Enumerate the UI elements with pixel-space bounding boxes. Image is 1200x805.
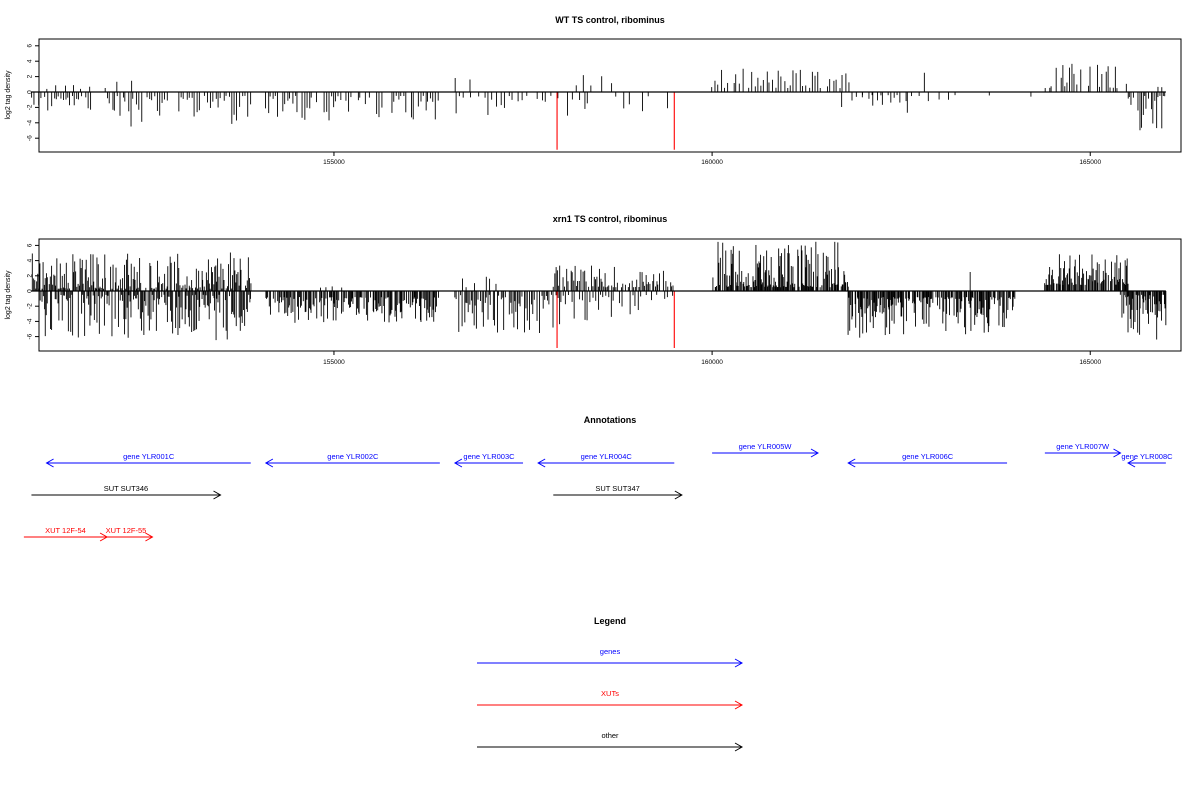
legend-section: Legend genes XUTs other xyxy=(477,616,744,752)
feature-label-gene-ylr003c: gene YLR003C xyxy=(463,452,515,461)
legend-title: Legend xyxy=(594,616,626,626)
xrn1-y-axis-label: log2 tag density xyxy=(5,270,12,320)
feature-label-gene-ylr008c: gene YLR008C xyxy=(1121,452,1173,461)
xrn1-y-tick-label: -4 xyxy=(27,318,34,324)
xrn1-y-tick-label: -2 xyxy=(27,303,34,309)
xrn1-y-tick-label: 0 xyxy=(27,289,34,293)
feature-label-gene-ylr007w: gene YLR007W xyxy=(1056,442,1110,451)
wt-track-panel: WT TS control, ribominus log2 tag densit… xyxy=(5,15,1182,166)
legend-label-xuts: XUTs xyxy=(601,689,619,698)
feature-arrow-gene-ylr006c xyxy=(847,458,1008,468)
wt-y-tick-label: 0 xyxy=(27,90,34,94)
wt-y-axis-label: log2 tag density xyxy=(5,70,12,120)
xrn1-x-tick-label: 160000 xyxy=(701,359,723,366)
legend-label-other: other xyxy=(601,731,619,740)
xrn1-track-title: xrn1 TS control, ribominus xyxy=(553,214,668,224)
legend-arrow-xuts xyxy=(477,700,744,710)
feature-label-xut-12f-54: XUT 12F-54 xyxy=(45,526,86,535)
feature-label-gene-ylr004c: gene YLR004C xyxy=(581,452,633,461)
feature-label-xut-12f-55: XUT 12F-55 xyxy=(106,526,147,535)
feature-arrow-xut-12f-55 xyxy=(99,532,154,542)
feature-label-sut-sut346: SUT SUT346 xyxy=(104,484,148,493)
annotation-features: gene YLR001C gene YLR002C gene YLR003C gene… xyxy=(23,442,1173,542)
wt-x-axis: 155000 160000 165000 xyxy=(323,152,1101,166)
annotations-title: Annotations xyxy=(584,415,637,425)
wt-track-title: WT TS control, ribominus xyxy=(555,15,665,25)
xrn1-y-tick-label: 6 xyxy=(27,243,34,247)
legend-arrow-other xyxy=(477,742,744,752)
wt-y-tick-label: -4 xyxy=(27,120,34,126)
xrn1-x-axis: 155000 160000 165000 xyxy=(323,351,1101,366)
feature-label-sut-sut347: SUT SUT347 xyxy=(595,484,639,493)
xrn1-y-tick-label: -6 xyxy=(27,333,34,339)
legend-items: genes XUTs other xyxy=(477,647,744,752)
feature-label-gene-ylr005w: gene YLR005W xyxy=(739,442,793,451)
wt-x-tick-label: 155000 xyxy=(323,159,345,166)
feature-label-gene-ylr002c: gene YLR002C xyxy=(327,452,379,461)
feature-arrow-sut-sut346 xyxy=(31,490,222,500)
wt-y-tick-label: -6 xyxy=(27,135,34,141)
xrn1-plot-frame xyxy=(38,238,1182,352)
xrn1-density-bars xyxy=(31,241,1167,348)
wt-x-tick-label: 160000 xyxy=(701,159,723,166)
feature-arrow-sut-sut347 xyxy=(553,490,683,500)
feature-arrow-gene-ylr003c xyxy=(453,458,524,468)
feature-arrow-gene-ylr002c xyxy=(264,458,440,468)
xrn1-x-tick-label: 165000 xyxy=(1079,359,1101,366)
legend-label-genes: genes xyxy=(600,647,621,656)
wt-y-tick-label: 6 xyxy=(27,44,34,48)
xrn1-track-panel: xrn1 TS control, ribominus log2 tag dens… xyxy=(5,214,1182,366)
wt-x-tick-label: 165000 xyxy=(1079,159,1101,166)
legend-arrow-genes xyxy=(477,658,744,668)
feature-arrow-gene-ylr005w xyxy=(712,448,819,458)
wt-y-tick-label: 4 xyxy=(27,59,34,63)
feature-arrow-gene-ylr004c xyxy=(537,458,675,468)
annotations-section: Annotations gene YLR001C gene YLR002C gene… xyxy=(23,415,1173,542)
feature-arrow-gene-ylr001c xyxy=(45,458,251,468)
xrn1-y-tick-label: 2 xyxy=(27,274,34,278)
feature-arrow-gene-ylr007w xyxy=(1044,448,1122,458)
feature-label-gene-ylr001c: gene YLR001C xyxy=(123,452,175,461)
xrn1-y-axis: 6 4 2 0 -2 -4 -6 xyxy=(27,243,39,339)
feature-label-gene-ylr006c: gene YLR006C xyxy=(902,452,954,461)
wt-density-bars xyxy=(31,63,1166,150)
wt-y-tick-label: 2 xyxy=(27,74,34,78)
wt-y-tick-label: -2 xyxy=(27,104,34,110)
feature-arrow-gene-ylr008c xyxy=(1127,458,1166,468)
xrn1-x-tick-label: 155000 xyxy=(323,359,345,366)
xrn1-y-tick-label: 4 xyxy=(27,258,34,262)
